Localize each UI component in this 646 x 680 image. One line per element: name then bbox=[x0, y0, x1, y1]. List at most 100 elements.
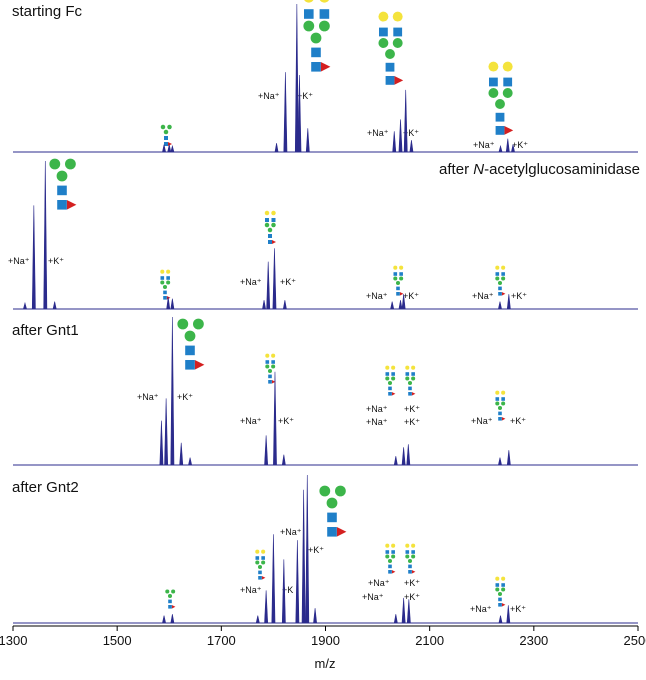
peak-label: +K⁺ bbox=[297, 91, 313, 101]
title-part: after bbox=[439, 161, 473, 178]
peak-label: +K⁺ bbox=[404, 592, 420, 602]
panel-title: after Gnt2 bbox=[12, 479, 79, 496]
panel-title: after N-acetylglucosaminidase bbox=[439, 161, 640, 178]
peak-label: +K⁺ bbox=[278, 416, 294, 426]
peak bbox=[264, 435, 269, 466]
peak-label: +Na⁺ bbox=[368, 578, 390, 588]
peak-label: +K⁺ bbox=[404, 417, 420, 427]
peak bbox=[273, 371, 277, 466]
peak-label: +Na⁺ bbox=[240, 585, 262, 595]
x-tick-label: 2100 bbox=[415, 633, 444, 648]
panel-title: starting Fc bbox=[12, 3, 83, 20]
peak bbox=[305, 474, 310, 624]
title-part: N bbox=[473, 161, 484, 178]
title-part: -acetylglucosaminidase bbox=[484, 161, 640, 178]
peak bbox=[31, 205, 36, 310]
peak-label: +Na⁺ bbox=[280, 527, 302, 537]
peak bbox=[281, 454, 286, 466]
x-tick-label: 2300 bbox=[519, 633, 548, 648]
peak bbox=[392, 131, 397, 153]
peak bbox=[274, 143, 279, 153]
peak bbox=[295, 540, 300, 624]
peak-label: +K⁺ bbox=[512, 140, 528, 150]
peak-label: +K⁺ bbox=[403, 128, 419, 138]
peak bbox=[506, 294, 511, 310]
peak bbox=[264, 590, 269, 624]
peak bbox=[506, 605, 511, 624]
peak bbox=[23, 301, 27, 310]
peak bbox=[498, 457, 502, 466]
peak bbox=[409, 140, 414, 153]
peak bbox=[164, 398, 169, 466]
peak-label: +K⁺ bbox=[308, 545, 324, 555]
peak bbox=[188, 457, 192, 466]
peak bbox=[406, 599, 411, 624]
peak bbox=[393, 456, 398, 466]
peak bbox=[390, 301, 395, 310]
peak-label: +K⁺ bbox=[177, 392, 193, 402]
peak bbox=[271, 534, 276, 624]
peak bbox=[401, 447, 406, 466]
peak bbox=[498, 615, 503, 624]
peak-label: +Na⁺ bbox=[470, 604, 492, 614]
peak bbox=[255, 615, 260, 624]
peak-label: +Na⁺ bbox=[240, 277, 262, 287]
peak bbox=[498, 301, 502, 310]
peak bbox=[170, 298, 175, 310]
x-tick-label: 1700 bbox=[207, 633, 236, 648]
peak bbox=[170, 614, 175, 624]
peak-label: +Na⁺ bbox=[8, 256, 30, 266]
peak bbox=[505, 138, 510, 153]
peak-label: +K⁺ bbox=[510, 416, 526, 426]
peak-label: +Na⁺ bbox=[473, 140, 495, 150]
peak bbox=[393, 614, 398, 624]
x-tick-label: 1500 bbox=[103, 633, 132, 648]
peak-label: +Na⁺ bbox=[258, 91, 280, 101]
peak-label: +Na⁺ bbox=[137, 392, 159, 402]
peak bbox=[506, 450, 511, 466]
peak bbox=[305, 128, 310, 153]
peak bbox=[266, 261, 271, 310]
peak-label: +Na⁺ bbox=[366, 404, 388, 414]
peak bbox=[498, 144, 503, 153]
glycan-icons bbox=[49, 0, 513, 609]
peak bbox=[398, 300, 403, 310]
x-axis-label: m/z bbox=[315, 656, 336, 671]
peak bbox=[301, 489, 306, 624]
peak bbox=[162, 144, 166, 153]
peak-label: +Na⁺ bbox=[366, 291, 388, 301]
peak-label: +K⁺ bbox=[404, 404, 420, 414]
peak bbox=[170, 144, 175, 153]
peak bbox=[294, 3, 299, 153]
peak bbox=[43, 160, 48, 310]
peak bbox=[313, 608, 317, 624]
peak bbox=[167, 144, 172, 153]
peak-label: +K⁺ bbox=[404, 578, 420, 588]
peak bbox=[511, 144, 515, 153]
peak bbox=[403, 89, 408, 153]
peak bbox=[282, 300, 287, 310]
peak bbox=[159, 420, 164, 466]
peak bbox=[162, 615, 166, 624]
peak-label: +Na⁺ bbox=[367, 128, 389, 138]
peak bbox=[170, 316, 175, 466]
peak-label: +Na⁺ bbox=[472, 291, 494, 301]
peak bbox=[401, 597, 406, 624]
peak bbox=[262, 300, 266, 310]
peak-label: +K⁺ bbox=[48, 256, 64, 266]
peak-label: +K⁺ bbox=[280, 277, 296, 287]
peak bbox=[297, 75, 302, 153]
peak bbox=[281, 559, 286, 624]
peak-label: +K⁺ bbox=[403, 291, 419, 301]
peak-label: +K bbox=[282, 585, 293, 595]
x-tick-label: 1900 bbox=[311, 633, 340, 648]
peak-label: +K⁺ bbox=[510, 604, 526, 614]
peak bbox=[401, 294, 406, 310]
peak bbox=[272, 248, 277, 310]
panel-title: after Gnt1 bbox=[12, 322, 79, 339]
peak-label: +Na⁺ bbox=[471, 416, 493, 426]
peak bbox=[179, 442, 184, 466]
peak bbox=[283, 72, 288, 153]
peak bbox=[406, 444, 411, 466]
